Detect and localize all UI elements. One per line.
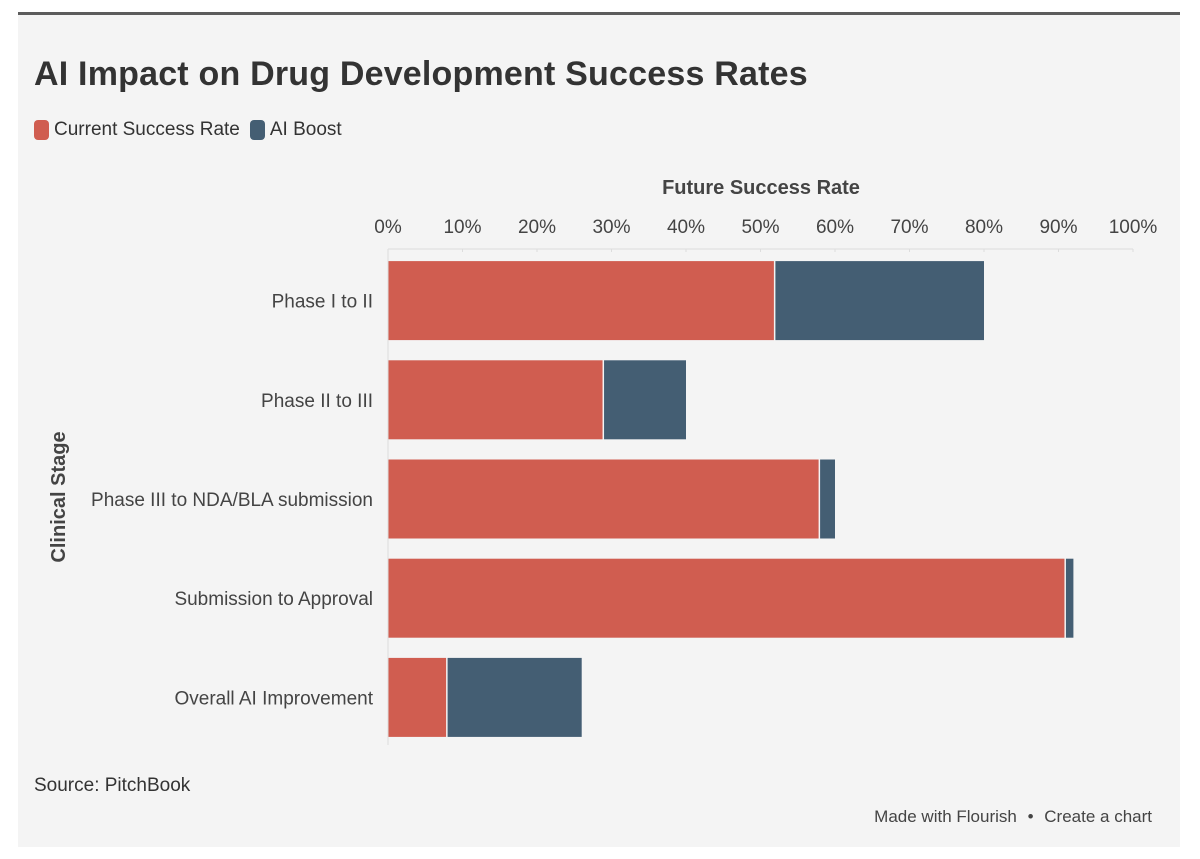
- x-tick-label: 10%: [443, 217, 481, 238]
- bar-ai-boost[interactable]: [447, 657, 582, 737]
- bar-ai-boost[interactable]: [775, 261, 984, 341]
- bars: [388, 261, 1074, 737]
- legend-label-current: Current Success Rate: [54, 119, 240, 140]
- chart-card: AI Impact on Drug Development Success Ra…: [18, 12, 1180, 847]
- category-label: Phase III to NDA/BLA submission: [91, 490, 373, 511]
- legend-swatch-ai-boost: [249, 120, 265, 140]
- category-label: Submission to Approval: [174, 589, 373, 610]
- bar-current-success-rate[interactable]: [388, 459, 819, 539]
- x-tick-label: 90%: [1039, 217, 1077, 238]
- legend-item-ai-boost[interactable]: AI Boost: [249, 119, 342, 141]
- legend: Current Success Rate AI Boost: [34, 119, 352, 141]
- y-axis-label: Clinical Stage: [48, 431, 70, 562]
- category-label: Phase I to II: [272, 292, 373, 313]
- bar-ai-boost[interactable]: [820, 459, 835, 539]
- bar-ai-boost[interactable]: [604, 360, 686, 440]
- category-label: Phase II to III: [261, 391, 373, 412]
- x-tick-label: 40%: [667, 217, 705, 238]
- x-tick-label: 30%: [592, 217, 630, 238]
- x-axis-label: Future Success Rate: [662, 177, 860, 199]
- bar-current-success-rate[interactable]: [388, 261, 774, 341]
- x-tick-label: 20%: [518, 217, 556, 238]
- category-labels: Phase I to II Phase II to III Phase III to…: [91, 292, 374, 710]
- source-note: Source: PitchBook: [34, 775, 191, 796]
- bar-current-success-rate[interactable]: [388, 558, 1065, 638]
- x-tick-label: 50%: [741, 217, 779, 238]
- legend-item-current[interactable]: Current Success Rate: [34, 119, 240, 141]
- flourish-footer: Made with Flourish • Create a chart: [874, 807, 1152, 827]
- bar-chart: 0% 10% 20% 30% 40% 50% 60% 70% 80% 90% 100% Future…: [48, 177, 1157, 745]
- create-chart-link[interactable]: Create a chart: [1044, 807, 1152, 826]
- x-tick-label: 80%: [965, 217, 1003, 238]
- made-with-flourish-link[interactable]: Made with Flourish: [874, 807, 1017, 826]
- legend-swatch-current: [34, 120, 49, 140]
- x-tick-label: 70%: [890, 217, 928, 238]
- category-label: Overall AI Improvement: [174, 688, 373, 709]
- grid-lines: [387, 248, 1134, 252]
- x-axis-ticks: 0% 10% 20% 30% 40% 50% 60% 70% 80% 90% 100%: [374, 217, 1157, 238]
- bar-ai-boost[interactable]: [1065, 558, 1074, 638]
- legend-label-ai-boost: AI Boost: [269, 119, 342, 140]
- footer-separator: •: [1027, 807, 1034, 826]
- bar-current-success-rate[interactable]: [388, 360, 603, 440]
- x-tick-label: 60%: [816, 217, 854, 238]
- chart-title: AI Impact on Drug Development Success Ra…: [34, 55, 808, 93]
- x-tick-label: 100%: [1109, 217, 1158, 238]
- bar-current-success-rate[interactable]: [388, 657, 447, 737]
- x-tick-label: 0%: [374, 217, 402, 238]
